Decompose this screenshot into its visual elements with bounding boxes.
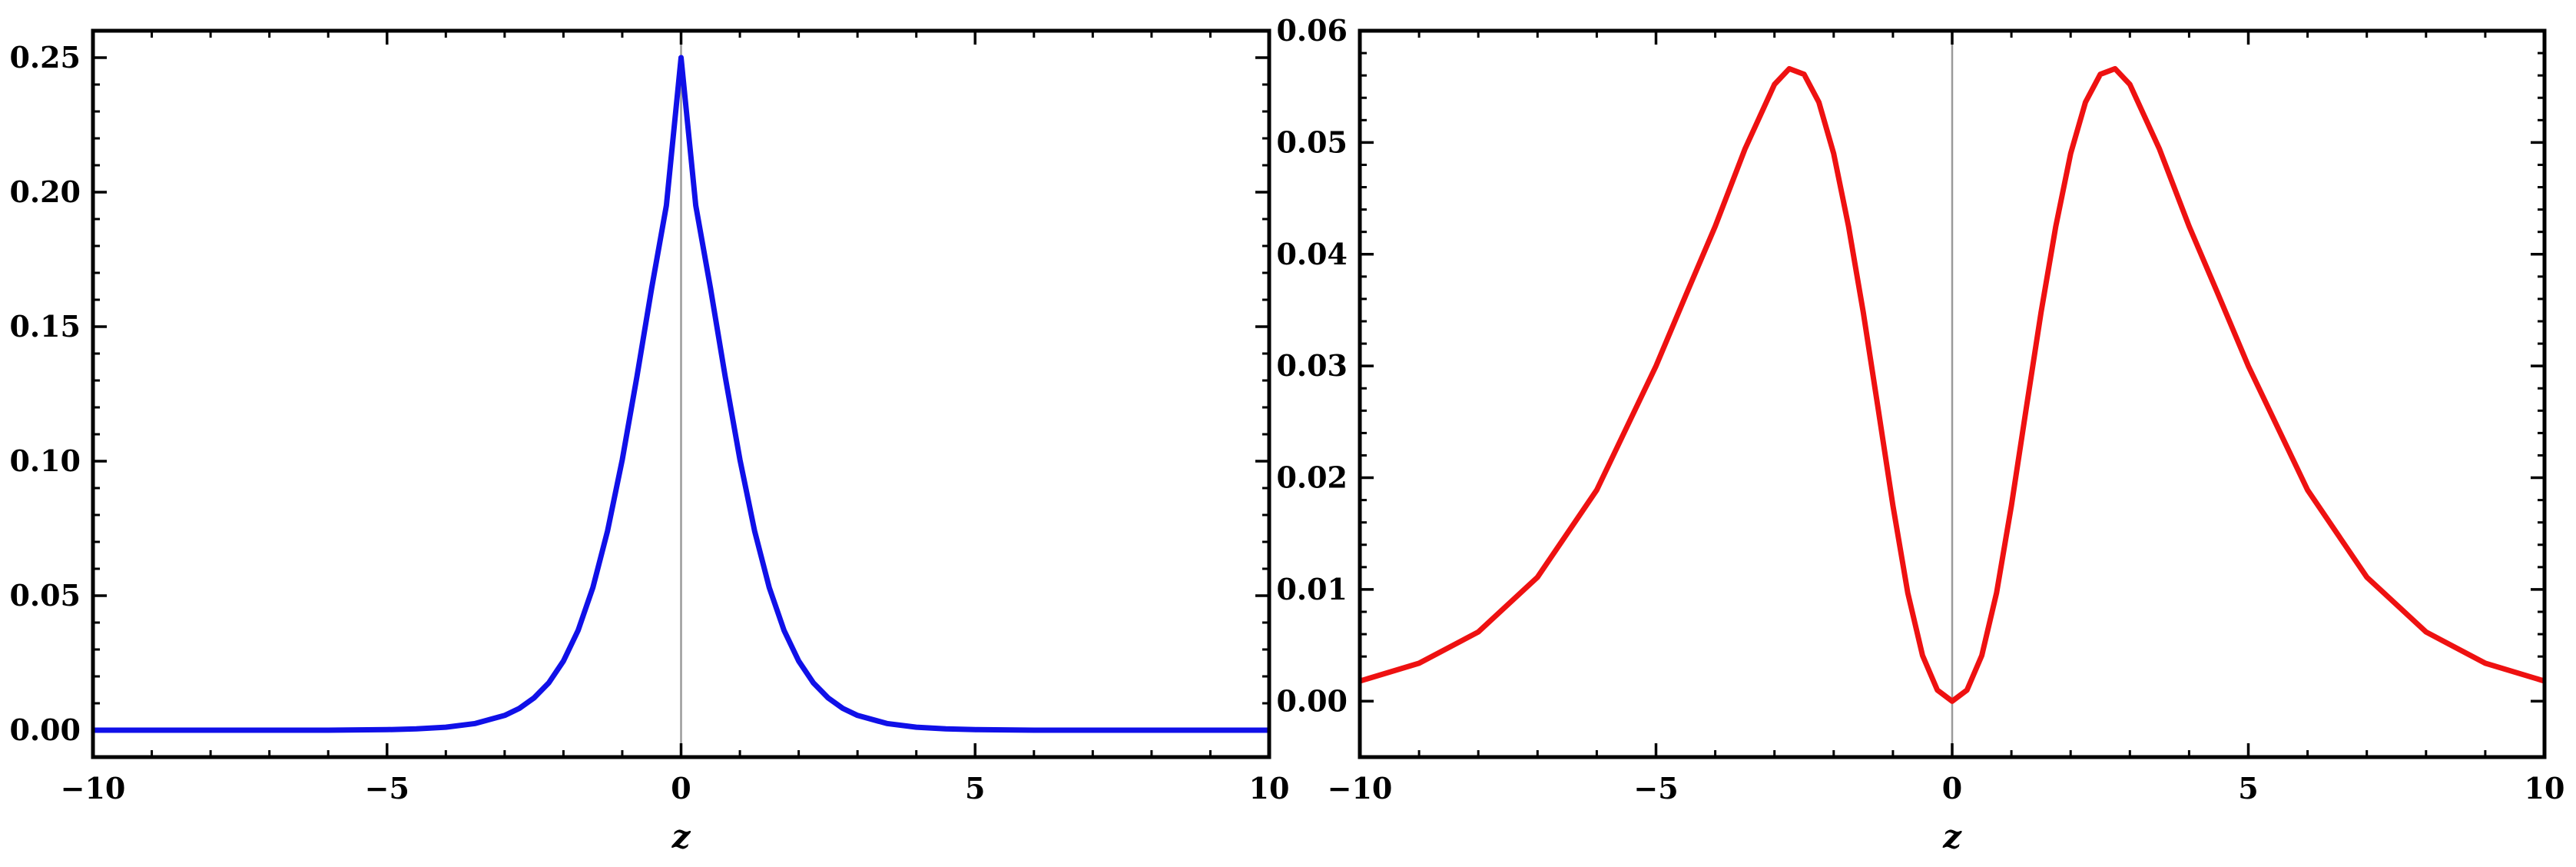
- y-tick-label: 0.20: [9, 174, 81, 209]
- y-tick-label: 0.04: [1276, 237, 1348, 271]
- y-tick-label: 0.01: [1276, 572, 1348, 606]
- x-tick-label: −10: [1328, 771, 1393, 806]
- series-line-0: [93, 55, 1269, 733]
- y-tick-label: 0.06: [1276, 13, 1348, 48]
- y-tick-label: 0.05: [1276, 125, 1348, 159]
- x-tick-label: 0: [671, 771, 691, 806]
- x-tick-label: 10: [1249, 771, 1290, 806]
- y-tick-label: 0.05: [9, 578, 81, 613]
- x-tick-label: 0: [1942, 771, 1962, 806]
- y-tick-label: 0.15: [9, 309, 81, 344]
- y-tick-label: 0.03: [1276, 348, 1348, 383]
- series-line-0: [1360, 65, 2545, 704]
- x-tick-label: −5: [1633, 771, 1678, 806]
- x-axis-title: z: [671, 818, 691, 855]
- y-tick-label: 0.00: [1276, 683, 1348, 718]
- chart-left: −10 −5 0 5 10 0.00 0.05 0.10 0.15 0.20 0.25 z: [9, 28, 1290, 855]
- y-tick-label: 0.10: [9, 443, 81, 478]
- x-axis-title: z: [1942, 818, 1962, 855]
- y-tick-label: 0.02: [1276, 460, 1348, 495]
- y-tick-label: 0.25: [9, 40, 81, 75]
- x-tick-label: −5: [365, 771, 409, 806]
- x-tick-label: −10: [61, 771, 126, 806]
- x-tick-label: 5: [2238, 771, 2258, 806]
- plot-frame: [1358, 28, 2547, 759]
- chart-right: −10 −5 0 5 10 0.00 0.01 0.02 0.03 0.04 0.05 0.06 z: [1276, 13, 2564, 855]
- plot-frame: [91, 28, 1271, 759]
- x-tick-label: 10: [2525, 771, 2565, 806]
- y-tick-label: 0.00: [9, 713, 81, 747]
- x-tick-label: 5: [965, 771, 985, 806]
